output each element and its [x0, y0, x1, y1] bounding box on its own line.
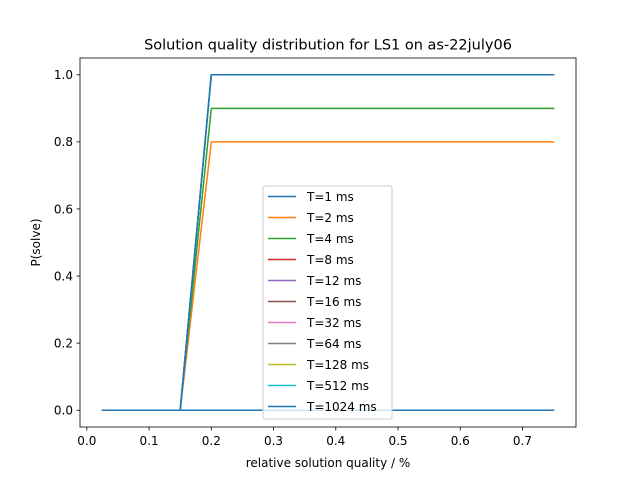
- legend-label-t-1024-ms: T=1024 ms: [306, 400, 377, 414]
- legend-label-t-32-ms: T=32 ms: [306, 316, 361, 330]
- y-tick-label: 0.6: [54, 202, 73, 216]
- legend-label-t-512-ms: T=512 ms: [306, 379, 369, 393]
- legend-label-t-4-ms: T=4 ms: [306, 232, 354, 246]
- legend-label-t-64-ms: T=64 ms: [306, 337, 361, 351]
- x-tick-label: 0.7: [513, 434, 532, 448]
- legend-items: T=1 ms T=2 ms T=4 ms T=8 ms T=12 ms T=16 ms T=…: [268, 190, 377, 414]
- y-tick-label: 1.0: [54, 68, 73, 82]
- legend-label-t-1-ms: T=1 ms: [306, 190, 354, 204]
- y-tick-label: 0.8: [54, 135, 73, 149]
- x-tick-label: 0.6: [451, 434, 470, 448]
- x-tick-label: 0.5: [388, 434, 407, 448]
- chart-title: Solution quality distribution for LS1 on…: [144, 38, 512, 54]
- x-axis-label: relative solution quality / %: [246, 456, 411, 470]
- x-tick-label: 0.4: [326, 434, 345, 448]
- legend-label-t-12-ms: T=12 ms: [306, 274, 361, 288]
- legend: T=1 ms T=2 ms T=4 ms T=8 ms T=12 ms T=16 ms T=…: [262, 185, 393, 420]
- y-tick-label: 0.0: [54, 404, 73, 418]
- series-line-t-1024-ms: [101, 74, 555, 411]
- x-tick-label: 0.3: [264, 434, 283, 448]
- y-axis-label: P(solve): [29, 218, 43, 266]
- legend-label-t-16-ms: T=16 ms: [306, 295, 361, 309]
- legend-label-t-128-ms: T=128 ms: [306, 358, 369, 372]
- x-axis-ticks: 0.0 0.1 0.2 0.3 0.4 0.5 0.6 0.7: [77, 427, 532, 448]
- series-layer: [101, 74, 555, 411]
- legend-label-t-2-ms: T=2 ms: [306, 211, 354, 225]
- legend-label-t-8-ms: T=8 ms: [306, 253, 354, 267]
- legend-frame: [262, 185, 393, 420]
- y-axis-ticks: 0.0 0.2 0.4 0.6 0.8 1.0: [54, 68, 80, 418]
- x-tick-label: 0.2: [202, 434, 221, 448]
- plot-frame: [79, 57, 577, 428]
- y-tick-label: 0.4: [54, 269, 73, 283]
- y-tick-label: 0.2: [54, 336, 73, 350]
- x-tick-label: 0.1: [140, 434, 159, 448]
- x-tick-label: 0.0: [77, 434, 96, 448]
